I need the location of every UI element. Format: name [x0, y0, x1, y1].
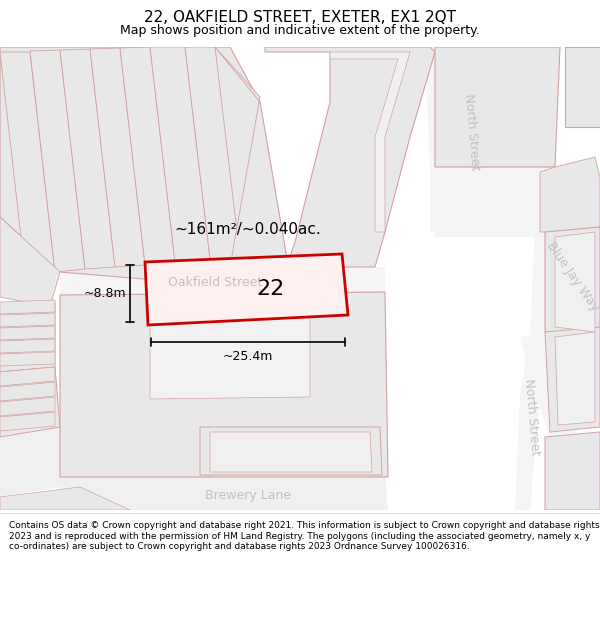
- Text: North Street: North Street: [462, 93, 482, 171]
- Polygon shape: [30, 50, 85, 272]
- Text: Brewery Lane: Brewery Lane: [205, 489, 291, 501]
- Text: ~8.8m: ~8.8m: [83, 287, 126, 300]
- Polygon shape: [545, 432, 600, 510]
- Polygon shape: [0, 326, 55, 340]
- Polygon shape: [0, 367, 60, 437]
- Polygon shape: [0, 352, 55, 366]
- Polygon shape: [0, 367, 55, 386]
- Polygon shape: [60, 49, 115, 269]
- Polygon shape: [90, 48, 145, 267]
- Polygon shape: [435, 162, 555, 237]
- Text: Blue Jay Way: Blue Jay Way: [544, 240, 600, 314]
- Polygon shape: [0, 300, 55, 314]
- Polygon shape: [0, 397, 55, 416]
- Polygon shape: [435, 47, 560, 167]
- Polygon shape: [0, 217, 60, 307]
- Polygon shape: [565, 47, 600, 127]
- Text: ~161m²/~0.040ac.: ~161m²/~0.040ac.: [175, 222, 322, 237]
- Polygon shape: [540, 157, 600, 232]
- Text: Contains OS data © Crown copyright and database right 2021. This information is : Contains OS data © Crown copyright and d…: [9, 521, 599, 551]
- Polygon shape: [60, 477, 388, 510]
- Polygon shape: [555, 232, 595, 332]
- Polygon shape: [520, 332, 600, 510]
- Polygon shape: [425, 47, 555, 510]
- Polygon shape: [330, 52, 410, 232]
- Polygon shape: [0, 382, 55, 401]
- Polygon shape: [0, 339, 55, 353]
- Polygon shape: [265, 47, 435, 267]
- Polygon shape: [430, 47, 560, 167]
- Polygon shape: [185, 47, 240, 259]
- Polygon shape: [150, 47, 210, 262]
- Polygon shape: [545, 327, 600, 432]
- Polygon shape: [0, 412, 55, 431]
- Polygon shape: [0, 302, 55, 372]
- Polygon shape: [120, 47, 175, 265]
- Polygon shape: [0, 487, 130, 510]
- Polygon shape: [210, 432, 372, 472]
- Polygon shape: [0, 52, 55, 272]
- Polygon shape: [200, 427, 382, 475]
- Polygon shape: [555, 332, 595, 425]
- Polygon shape: [60, 267, 385, 302]
- Text: North Street: North Street: [522, 378, 542, 456]
- Text: 22, OAKFIELD STREET, EXETER, EX1 2QT: 22, OAKFIELD STREET, EXETER, EX1 2QT: [144, 11, 456, 26]
- Polygon shape: [0, 427, 60, 497]
- Text: Oakfield Street: Oakfield Street: [168, 276, 262, 289]
- Polygon shape: [145, 254, 348, 325]
- Polygon shape: [150, 293, 310, 399]
- Text: Map shows position and indicative extent of the property.: Map shows position and indicative extent…: [120, 24, 480, 37]
- Polygon shape: [215, 47, 290, 287]
- Polygon shape: [60, 292, 388, 477]
- Polygon shape: [545, 227, 600, 337]
- Polygon shape: [540, 167, 600, 232]
- Polygon shape: [0, 313, 55, 327]
- Polygon shape: [0, 47, 290, 287]
- Text: 22: 22: [257, 279, 285, 299]
- Text: ~25.4m: ~25.4m: [223, 350, 273, 363]
